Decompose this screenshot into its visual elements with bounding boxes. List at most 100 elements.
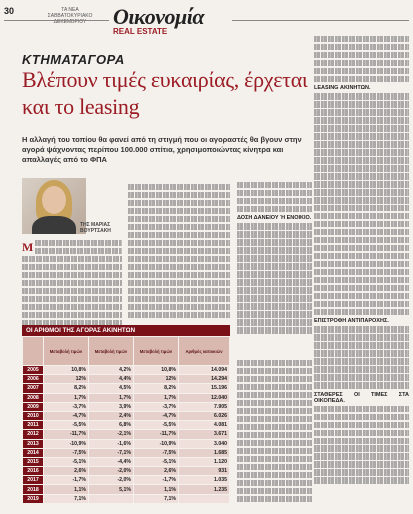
body-column-left: M [22, 240, 122, 328]
table-year-cell: 2018 [22, 484, 44, 495]
table-cell: -4,7% [43, 410, 89, 422]
table-cell: -5,1% [133, 456, 179, 468]
table-year-cell: 2010 [22, 410, 44, 422]
table-year-cell: 2013 [22, 438, 44, 449]
table-cell [88, 493, 134, 504]
table-cell: -2,0% [88, 475, 134, 486]
table-cell: -5,5% [133, 420, 179, 431]
table-cell: -1,6% [88, 438, 134, 449]
table-cell: -2,0% [88, 466, 134, 477]
table-year-cell: 2007 [22, 383, 44, 394]
table-header-4: Αριθμός κατοικιών [178, 336, 230, 366]
drop-cap: M [22, 240, 34, 254]
table-row: 2008 1,7% 1,7% 1,7% 12.040 [22, 392, 230, 403]
table-year-cell: 2015 [22, 456, 44, 468]
table-cell [178, 493, 230, 504]
body-column-lower-middle [237, 360, 312, 504]
author-photo [22, 178, 86, 234]
table-cell: 2,4% [88, 410, 134, 422]
table-cell: 931 [178, 466, 230, 477]
table-row: 2016 2,6% -2,0% 2,6% 931 [22, 466, 230, 477]
table-year-cell: 2012 [22, 429, 44, 440]
table-cell: -3,7% [43, 401, 89, 412]
table-cell: 3.671 [178, 429, 230, 440]
table-cell: 6.026 [178, 410, 230, 422]
table-cell: -1,7% [133, 475, 179, 486]
table-header-3: Μεταβολή τιμών [133, 336, 179, 366]
table-cell: 14.094 [178, 364, 230, 376]
table-cell: 3.040 [178, 438, 230, 449]
table-cell: 5,1% [88, 484, 134, 495]
table-cell: 10,8% [43, 364, 89, 376]
subsection-label: REAL ESTATE [113, 27, 168, 36]
subhead: LEASING ΑΚΙΝΗΤΩΝ. [314, 85, 371, 92]
table-cell: 1.120 [178, 456, 230, 468]
table-cell: -11,7% [43, 429, 89, 440]
byline: ΤΗΣ ΜΑΡΙΑΣ ΒΟΥΡΤΣΑΚΗ [80, 222, 111, 234]
table-cell: -10,9% [43, 438, 89, 449]
table-cell: 14.294 [178, 374, 230, 385]
table-year-cell: 2011 [22, 420, 44, 431]
table-cell: -7,1% [88, 447, 134, 458]
table-year-cell: 2017 [22, 475, 44, 486]
headline: Βλέπουν τιμές ευκαιρίας, έρχεται και το … [22, 67, 308, 119]
subhead: ΕΠΙΣΤΡΟΦΗ ΑΝΤΙΠΑΡΟΧΗΣ. [314, 318, 389, 325]
table-year-cell: 2008 [22, 392, 44, 403]
table-year-cell: 2019 [22, 493, 44, 504]
table-cell: -4,7% [133, 410, 179, 422]
table-row: 2009 -3,7% 3,9% -3,7% 7.905 [22, 401, 230, 412]
table-cell: 1,7% [43, 392, 89, 403]
table-cell: 8,2% [43, 383, 89, 394]
table-year-cell: 2009 [22, 401, 44, 412]
table-cell: 12.040 [178, 392, 230, 403]
table-cell: -5,1% [43, 456, 89, 468]
table-header-0 [22, 336, 44, 366]
table-cell: 4,5% [88, 383, 134, 394]
table-cell: 1.035 [178, 475, 230, 486]
table-year-cell: 2005 [22, 364, 44, 376]
table-row: 2013 -10,9% -1,6% -10,9% 3.040 [22, 438, 230, 449]
table-cell: -7,5% [133, 447, 179, 458]
table-row: 2007 8,2% 4,5% 8,2% 15.196 [22, 383, 230, 394]
table-cell: -2,1% [88, 429, 134, 440]
table-row: 2012 -11,7% -2,1% -11,7% 3.671 [22, 429, 230, 440]
table-cell: 7,1% [133, 493, 179, 504]
table-row: 2010 -4,7% 2,4% -4,7% 6.026 [22, 410, 230, 422]
table-cell: -1,7% [43, 475, 89, 486]
table-row: 2017 -1,7% -2,0% -1,7% 1.035 [22, 475, 230, 486]
subhead: ΣΤΑΘΕΡΕΣ ΟΙ ΤΙΜΕΣ ΣΤΑ ΟΙΚΟΠΕΔΑ. [314, 391, 409, 404]
body-column-right: LEASING ΑΚΙΝΗΤΩΝ. ΕΠΙΣΤΡΟΦΗ ΑΝΤΙΠΑΡΟΧΗΣ.… [314, 36, 409, 485]
table-cell: 1,7% [133, 392, 179, 403]
table-cell: 8,2% [133, 383, 179, 394]
market-data-table: Μεταβολή τιμών Μεταβολή τιμών Μεταβολή τιμ… [22, 336, 230, 504]
table-row: 2019 7,1% 7,1% [22, 493, 230, 504]
table-cell: 4.081 [178, 420, 230, 431]
table-header-2: Μεταβολή τιμών [88, 336, 134, 366]
table-cell: 1,7% [88, 392, 134, 403]
header-rule-right [232, 20, 409, 21]
table-cell: 2,6% [133, 466, 179, 477]
table-row: 2018 1,1% 5,1% 1,1% 1.235 [22, 484, 230, 495]
table-cell: 6,8% [88, 420, 134, 431]
table-cell: 1.685 [178, 447, 230, 458]
table-cell: 1.235 [178, 484, 230, 495]
body-column-center [128, 184, 230, 320]
masthead: ΤΑ ΝΕΑ ΣΑΒΒΑΤΟΚΥΡΙΑΚΟ ΔΕΚΕΜΒΡΙΟΥ [47, 7, 93, 25]
table-header-1: Μεταβολή τιμών [43, 336, 89, 366]
table-cell: 7.905 [178, 401, 230, 412]
table-row: 2014 -7,5% -7,1% -7,5% 1.685 [22, 447, 230, 458]
table-cell: -11,7% [133, 429, 179, 440]
section-title: Οικονομία [113, 4, 205, 29]
table-cell: -10,9% [133, 438, 179, 449]
header-rule-left [4, 20, 109, 21]
table-cell: 12% [133, 374, 179, 385]
table-cell: -3,7% [133, 401, 179, 412]
table-row: 2011 -5,5% 6,8% -5,5% 4.081 [22, 420, 230, 431]
table-cell: 2,6% [43, 466, 89, 477]
subhead: ΔΟΣΗ ΔΑΝΕΙΟΥ Ή ΕΝΟΙΚΙΟ. [237, 215, 312, 222]
kicker: ΚΤΗΜΑΤΑΓΟΡΑ [22, 52, 125, 67]
table-year-cell: 2006 [22, 374, 44, 385]
table-title: ΟΙ ΑΡΙΘΜΟΙ ΤΗΣ ΑΓΟΡΑΣ ΑΚΙΝΗΤΩΝ [22, 325, 230, 336]
table-cell: 1,1% [133, 484, 179, 495]
table-year-cell: 2014 [22, 447, 44, 458]
